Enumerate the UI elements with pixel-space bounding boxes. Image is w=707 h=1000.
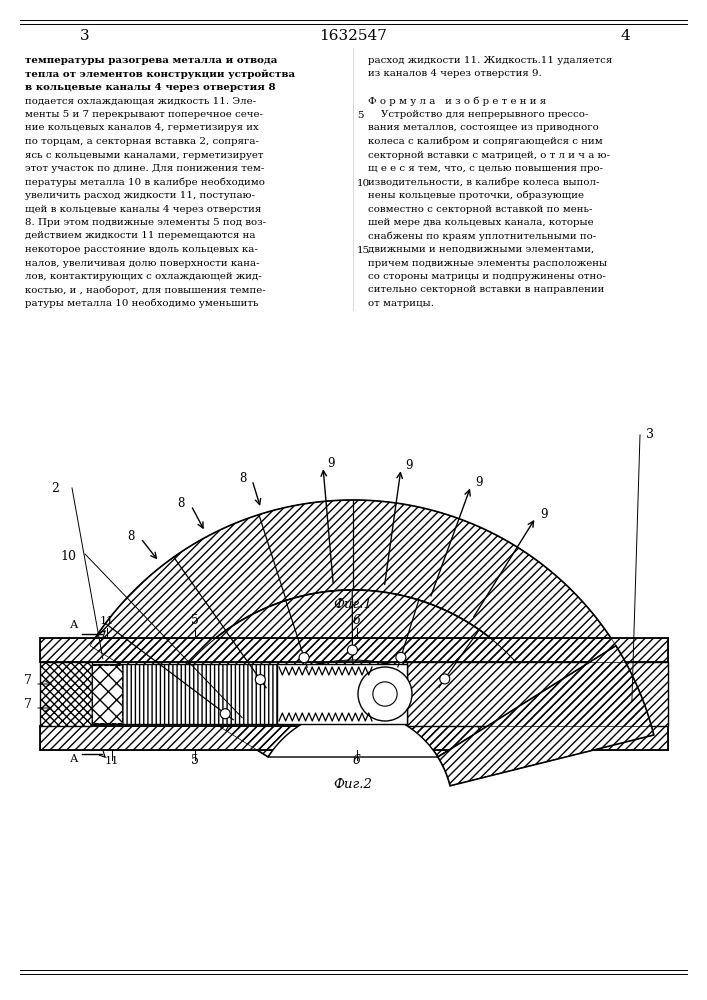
Text: 11: 11 xyxy=(105,756,119,766)
Text: 3: 3 xyxy=(80,29,90,43)
Text: 8. При этом подвижные элементы 5 под воз-: 8. При этом подвижные элементы 5 под воз… xyxy=(25,218,266,227)
Text: пературы металла 10 в калибре необходимо: пературы металла 10 в калибре необходимо xyxy=(25,178,265,187)
Text: 7: 7 xyxy=(24,698,32,711)
Bar xyxy=(92,664,277,724)
Text: 6: 6 xyxy=(353,614,361,627)
Text: подается охлаждающая жидкость 11. Эле-: подается охлаждающая жидкость 11. Эле- xyxy=(25,97,256,105)
Text: 9: 9 xyxy=(540,508,547,521)
Text: 11: 11 xyxy=(100,616,114,626)
Text: 5: 5 xyxy=(357,111,363,120)
Circle shape xyxy=(347,645,358,655)
Text: 5: 5 xyxy=(191,754,199,767)
Bar xyxy=(40,726,668,750)
Text: костью, и , наоборот, для повышения темпе-: костью, и , наоборот, для повышения темп… xyxy=(25,286,266,295)
Text: этот участок по длине. Для понижения тем-: этот участок по длине. Для понижения тем… xyxy=(25,164,264,173)
Circle shape xyxy=(299,653,309,663)
Text: температуры разогрева металла и отвода: температуры разогрева металла и отвода xyxy=(25,56,277,65)
Text: тепла от элементов конструкции устройства: тепла от элементов конструкции устройств… xyxy=(25,70,295,79)
Text: некоторое расстояние вдоль кольцевых ка-: некоторое расстояние вдоль кольцевых ка- xyxy=(25,245,258,254)
Text: расход жидкости 11. Жидкость.11 удаляется: расход жидкости 11. Жидкость.11 удаляетс… xyxy=(368,56,612,65)
Text: со стороны матрицы и подпружинены отно-: со стороны матрицы и подпружинены отно- xyxy=(368,272,606,281)
Bar xyxy=(40,638,668,662)
Text: 4: 4 xyxy=(620,29,630,43)
Text: Устройство для непрерывного прессо-: Устройство для непрерывного прессо- xyxy=(368,110,588,119)
Text: изводительности, в калибре колеса выпол-: изводительности, в калибре колеса выпол- xyxy=(368,178,600,187)
Bar xyxy=(40,638,668,662)
Bar xyxy=(277,664,407,724)
Text: вания металлов, состоящее из приводного: вания металлов, состоящее из приводного xyxy=(368,123,599,132)
Text: ясь с кольцевыми каналами, герметизирует: ясь с кольцевыми каналами, герметизирует xyxy=(25,150,264,159)
Bar xyxy=(92,664,277,724)
Text: по торцам, а секторная вставка 2, сопряга-: по торцам, а секторная вставка 2, сопряг… xyxy=(25,137,259,146)
Text: Ф о р м у л а   и з о б р е т е н и я: Ф о р м у л а и з о б р е т е н и я xyxy=(368,97,546,106)
Text: Фиг.2: Фиг.2 xyxy=(334,778,373,790)
Text: в кольцевые каналы 4 через отверстия 8: в кольцевые каналы 4 через отверстия 8 xyxy=(25,83,276,92)
Polygon shape xyxy=(438,646,654,786)
Bar xyxy=(40,662,92,726)
Bar xyxy=(407,662,668,726)
Text: 8: 8 xyxy=(177,497,185,510)
Bar xyxy=(40,662,92,726)
Text: движными и неподвижными элементами,: движными и неподвижными элементами, xyxy=(368,245,595,254)
Text: секторной вставки с матрицей, о т л и ч а ю-: секторной вставки с матрицей, о т л и ч … xyxy=(368,150,610,159)
Text: 3: 3 xyxy=(646,428,654,442)
Bar xyxy=(40,726,668,750)
Text: 5: 5 xyxy=(191,614,199,627)
Text: из каналов 4 через отверстия 9.: из каналов 4 через отверстия 9. xyxy=(368,70,542,79)
Circle shape xyxy=(220,709,230,719)
Text: причем подвижные элементы расположены: причем подвижные элементы расположены xyxy=(368,258,607,267)
Text: 2: 2 xyxy=(51,482,59,494)
Text: налов, увеличивая долю поверхности кана-: налов, увеличивая долю поверхности кана- xyxy=(25,258,259,267)
Text: сительно секторной вставки в направлении: сительно секторной вставки в направлении xyxy=(368,286,604,294)
Text: колеса с калибром и сопрягающейся с ним: колеса с калибром и сопрягающейся с ним xyxy=(368,137,603,146)
Circle shape xyxy=(396,652,406,662)
Circle shape xyxy=(440,674,450,684)
Polygon shape xyxy=(226,660,480,757)
Text: ние кольцевых каналов 4, герметизируя их: ние кольцевых каналов 4, герметизируя их xyxy=(25,123,259,132)
Text: 9: 9 xyxy=(327,457,334,470)
Text: 6: 6 xyxy=(353,754,361,767)
Text: нены кольцевые проточки, образующие: нены кольцевые проточки, образующие xyxy=(368,191,584,200)
Text: щ е е с я тем, что, с целью повышения про-: щ е е с я тем, что, с целью повышения пр… xyxy=(368,164,603,173)
Text: 15: 15 xyxy=(357,246,370,255)
Bar xyxy=(92,665,122,723)
Text: 8: 8 xyxy=(239,472,246,485)
Text: менты 5 и 7 перекрывают поперечное сече-: менты 5 и 7 перекрывают поперечное сече- xyxy=(25,110,263,119)
Text: совместно с секторной вставкой по мень-: совместно с секторной вставкой по мень- xyxy=(368,205,592,214)
Text: от матрицы.: от матрицы. xyxy=(368,299,434,308)
Text: щей в кольцевые каналы 4 через отверстия: щей в кольцевые каналы 4 через отверстия xyxy=(25,205,262,214)
Bar xyxy=(407,662,668,726)
Text: А: А xyxy=(70,620,78,630)
Circle shape xyxy=(358,667,412,721)
Text: увеличить расход жидкости 11, поступаю-: увеличить расход жидкости 11, поступаю- xyxy=(25,191,255,200)
Text: ратуры металла 10 необходимо уменьшить: ратуры металла 10 необходимо уменьшить xyxy=(25,299,259,308)
Text: шей мере два кольцевых канала, которые: шей мере два кольцевых канала, которые xyxy=(368,218,594,227)
Text: 10: 10 xyxy=(60,550,76,562)
Circle shape xyxy=(373,682,397,706)
Text: 8: 8 xyxy=(127,530,134,543)
Text: действием жидкости 11 перемещаются на: действием жидкости 11 перемещаются на xyxy=(25,232,255,240)
Text: А: А xyxy=(70,754,78,764)
Text: лов, контактирующих с охлаждающей жид-: лов, контактирующих с охлаждающей жид- xyxy=(25,272,262,281)
Bar xyxy=(92,665,122,723)
Polygon shape xyxy=(90,500,616,693)
Polygon shape xyxy=(166,590,539,731)
Text: 9: 9 xyxy=(475,476,482,489)
Circle shape xyxy=(255,675,265,685)
Text: 7: 7 xyxy=(24,674,32,687)
Text: 9: 9 xyxy=(405,459,412,472)
Text: 1632547: 1632547 xyxy=(319,29,387,43)
Text: снабжены по краям уплотнительными по-: снабжены по краям уплотнительными по- xyxy=(368,232,596,241)
Text: Фиг.1: Фиг.1 xyxy=(334,598,373,611)
Text: 10: 10 xyxy=(357,178,370,188)
Polygon shape xyxy=(268,710,438,757)
